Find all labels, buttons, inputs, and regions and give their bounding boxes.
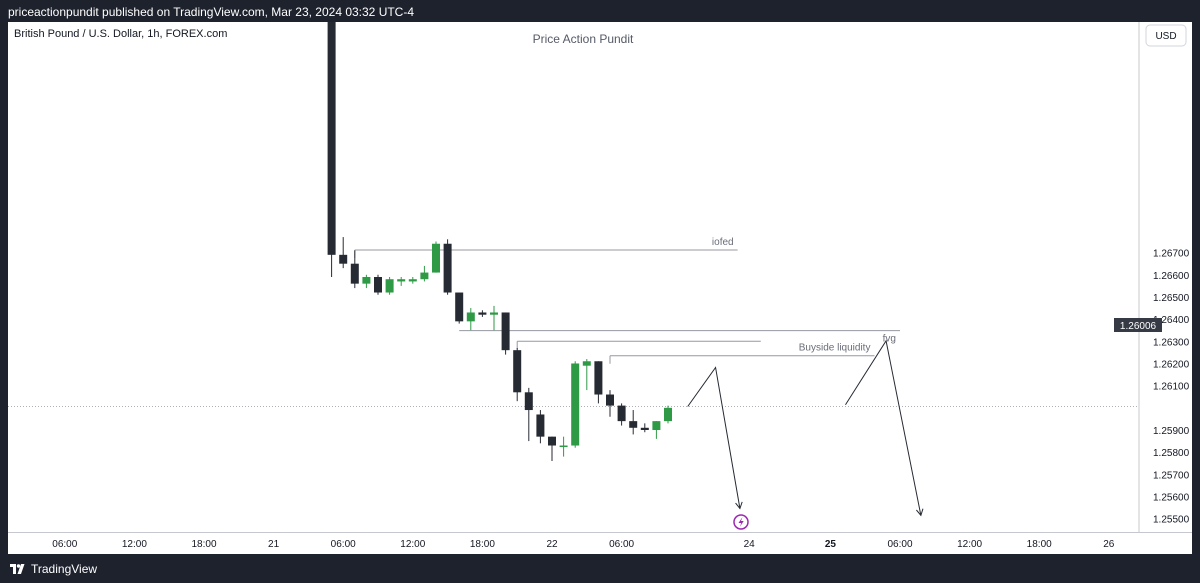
candle-body[interactable] [524,392,533,411]
time-tick-label: 18:00 [470,539,495,550]
currency-button[interactable]: USD [1145,24,1187,47]
chart-area[interactable]: iofed fvg Buyside liquidity 1.26700 1.26600… [8,22,1192,554]
candle-body[interactable] [582,361,591,366]
symbol-label: British Pound / U.S. Dollar, 1h, FOREX.c… [14,28,227,40]
candle-body[interactable] [652,421,661,430]
price-chart[interactable]: iofed fvg Buyside liquidity 1.26700 1.26600… [8,22,1192,554]
candle-body[interactable] [640,427,649,430]
level-label: iofed [712,237,734,248]
price-tick-label: 1.26500 [1153,293,1190,304]
candle-body[interactable] [432,243,440,273]
candle-body[interactable] [420,272,429,280]
candle-body[interactable] [536,414,545,437]
price-tick-label: 1.25800 [1153,448,1190,459]
candle-body[interactable] [478,312,487,315]
footer-bar: TradingView [0,554,1200,583]
price-tick-label: 1.26100 [1153,382,1190,393]
candle-body[interactable] [617,405,626,422]
time-tick-label: 18:00 [191,539,216,550]
projection-arrowhead [735,501,743,510]
events-lightning-icon[interactable] [733,514,749,530]
time-tick-label: 26 [1103,539,1115,550]
last-price-badge: 1.26006 [1114,318,1162,332]
price-tick-label: 1.26600 [1153,271,1190,282]
time-tick-label: 12:00 [957,539,982,550]
candle-body[interactable] [490,312,498,315]
price-tick-label: 1.25600 [1153,493,1190,504]
tradingview-brand: TradingView [31,562,98,576]
time-tick-label: 18:00 [1027,539,1052,550]
price-tick-label: 1.25700 [1153,470,1190,481]
publish-header: priceactionpundit published on TradingVi… [0,0,1200,22]
currency-label: USD [1155,31,1176,42]
level-label: fvg [883,334,896,345]
candle-body[interactable] [501,312,510,351]
candle-body[interactable] [397,279,406,282]
time-tick-label: 12:00 [122,539,147,550]
time-tick-label: 21 [268,539,280,550]
candle-body[interactable] [385,279,394,293]
price-tick-label: 1.26300 [1153,337,1190,348]
candle-body[interactable] [327,22,336,255]
tradingview-logo[interactable]: TradingView [10,562,97,576]
price-axis[interactable]: 1.26700 1.26600 1.26500 1.26400 1.26300 1.262… [1153,249,1190,526]
candle-body[interactable] [571,363,580,446]
candle-body[interactable] [362,277,371,284]
price-tick-label: 1.26400 [1153,315,1190,326]
projection-path[interactable] [687,366,741,509]
candle-body[interactable] [443,243,452,293]
candle-body[interactable] [548,436,556,446]
candle-body[interactable] [350,263,359,284]
time-tick-label: 06:00 [887,539,912,550]
candle-body[interactable] [466,312,475,322]
candle-body[interactable] [339,254,348,264]
candle-body[interactable] [629,421,638,428]
time-tick-label: 06:00 [52,539,77,550]
candle-body[interactable] [455,292,464,322]
projection-path[interactable] [845,339,922,516]
candle-body[interactable] [664,407,672,422]
candle-body[interactable] [408,279,417,282]
tradingview-logo-icon [10,564,25,574]
candle-body[interactable] [606,394,614,406]
publish-line: priceactionpundit published on TradingVi… [8,5,415,19]
price-tick-label: 1.26200 [1153,359,1190,370]
price-tick-label: 1.25900 [1153,426,1190,437]
watermark-text: Price Action Pundit [533,32,634,46]
price-tick-label: 1.25500 [1153,515,1190,526]
time-tick-label: 25 [825,539,837,550]
candle-body[interactable] [513,350,522,393]
time-tick-label: 24 [744,539,756,550]
time-tick-label: 06:00 [331,539,356,550]
level-label: Buyside liquidity [799,343,871,354]
candle-body[interactable] [559,445,568,448]
time-tick-label: 06:00 [609,539,634,550]
time-axis[interactable]: 06:00 12:00 18:00 21 06:00 12:00 18:00 22 06:00 2… [52,539,1115,550]
time-tick-label: 12:00 [400,539,425,550]
price-tick-label: 1.26700 [1153,249,1190,260]
time-tick-label: 22 [546,539,558,550]
projection-arrowhead [916,508,924,517]
last-price-value: 1.26006 [1120,321,1157,332]
candle-body[interactable] [374,277,382,293]
candle-body[interactable] [594,361,603,395]
